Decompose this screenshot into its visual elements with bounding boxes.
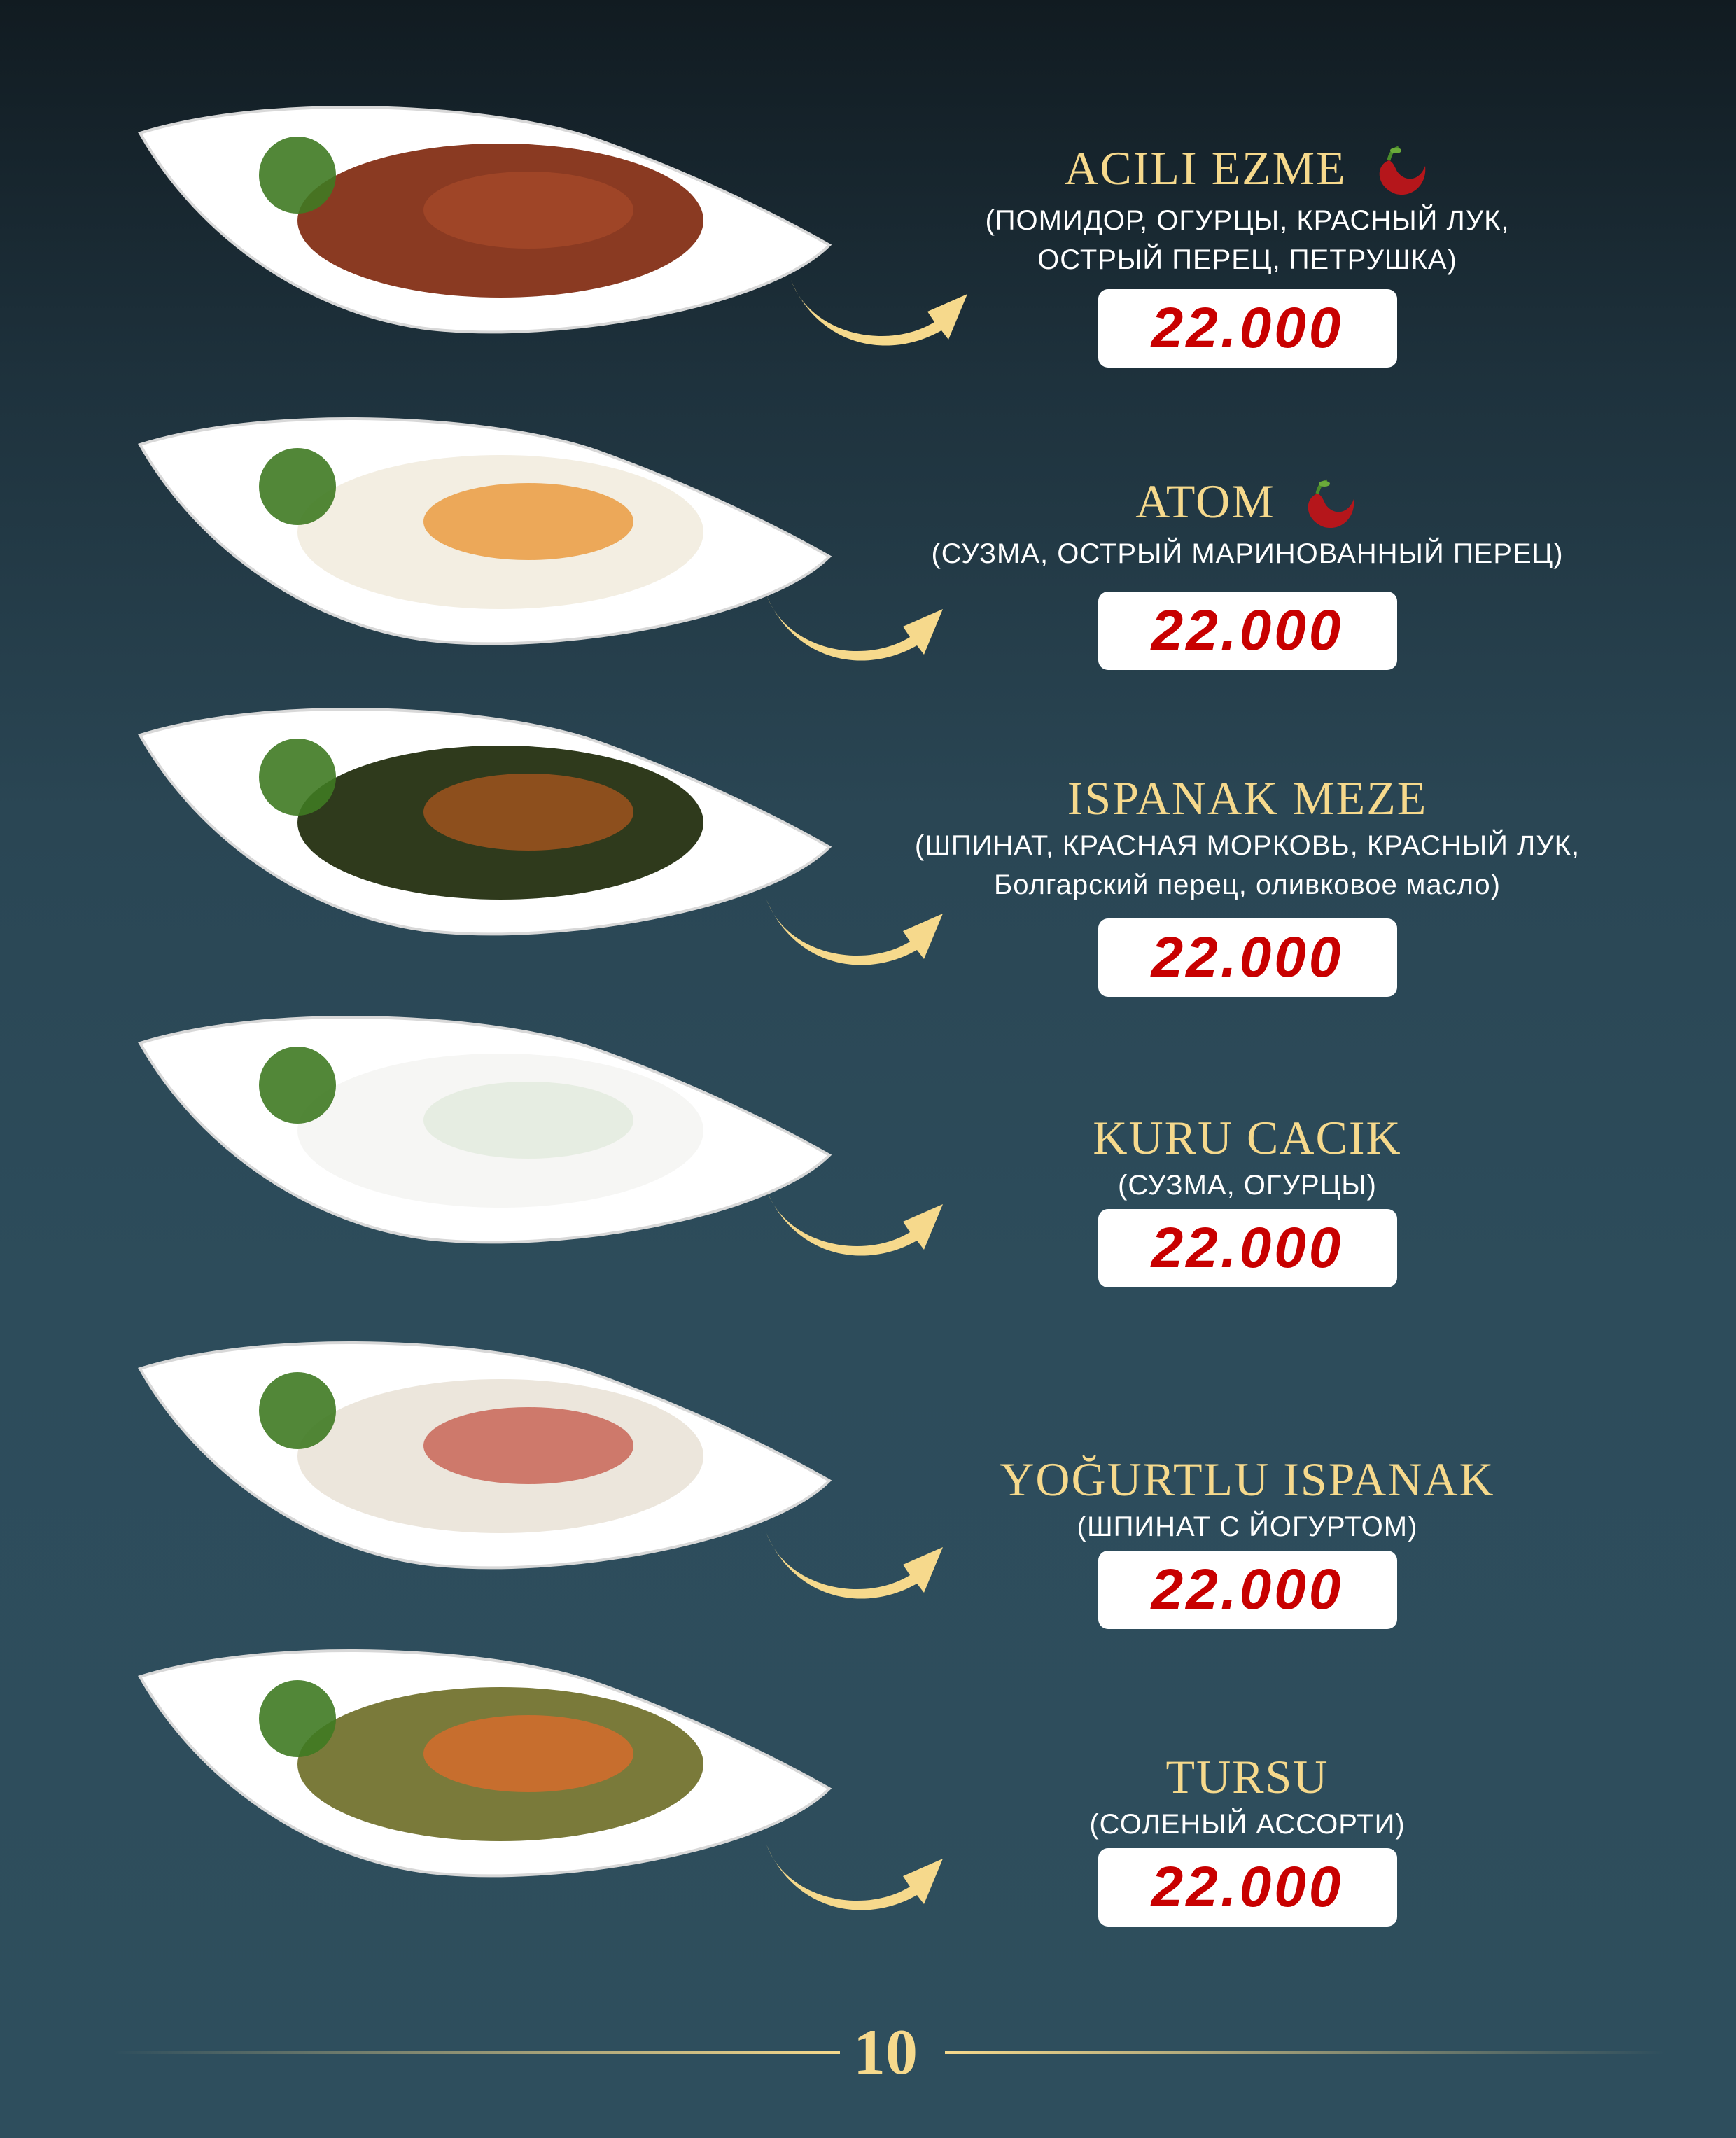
item-description: (ШПИНАТ, КРАСНАЯ МОРКОВЬ, КРАСНЫЙ ЛУК, xyxy=(914,830,1581,861)
chili-pepper-icon xyxy=(1361,145,1431,201)
price-tag: 22.000 xyxy=(1098,289,1397,368)
item-description: Болгарский перец, оливковое масло) xyxy=(994,869,1501,900)
price-tag: 22.000 xyxy=(1098,1848,1397,1927)
footer-divider-right xyxy=(945,2051,1666,2054)
curved-arrow-icon xyxy=(760,1838,948,1922)
item-description: (ПОМИДОР, ОГУРЦЫ, КРАСНЫЙ ЛУК, xyxy=(985,205,1510,237)
item-title: YOĞURTLU ISPANAK xyxy=(1000,1453,1495,1506)
menu-item-atom: ATOM (СУЗМА, ОСТРЫЙ МАРИНОВАННЫЙ ПЕРЕЦ) … xyxy=(897,473,1597,671)
curved-arrow-icon xyxy=(760,893,948,977)
item-description: ОСТРЫЙ ПЕРЕЦ, ПЕТРУШКА) xyxy=(1037,244,1457,276)
dish-photo xyxy=(136,1008,836,1246)
price-tag: 22.000 xyxy=(1098,1551,1397,1629)
chili-pepper-icon xyxy=(1289,478,1359,534)
item-title: TURSU xyxy=(1166,1750,1329,1803)
menu-item-ispanak-meze: ISPANAK MEZE (ШПИНАТ, КРАСНАЯ МОРКОВЬ, К… xyxy=(897,770,1597,997)
dish-photo xyxy=(136,410,836,648)
price-tag: 22.000 xyxy=(1098,592,1397,671)
dish-photo xyxy=(136,98,836,336)
item-title: ACILI EZME xyxy=(897,140,1597,201)
item-title: ATOM xyxy=(897,473,1597,534)
footer-divider-left xyxy=(112,2051,840,2054)
menu-item-acili-ezme: ACILI EZME (ПОМИДОР, ОГУРЦЫ, КРАСНЫЙ ЛУК… xyxy=(897,140,1597,368)
curved-arrow-icon xyxy=(760,588,948,672)
menu-item-tursu: TURSU (СОЛЕНЫЙ АССОРТИ) 22.000 xyxy=(897,1749,1597,1927)
dish-photo xyxy=(136,1642,836,1880)
item-description: (СОЛЕНЫЙ АССОРТИ) xyxy=(1089,1809,1406,1840)
dish-photo xyxy=(136,1334,836,1572)
price-tag: 22.000 xyxy=(1098,918,1397,997)
item-description: (ШПИНАТ С ЙОГУРТОМ) xyxy=(1077,1511,1418,1542)
menu-item-yogurtlu-ispanak: YOĞURTLU ISPANAK (ШПИНАТ С ЙОГУРТОМ) 22.… xyxy=(897,1451,1597,1629)
item-description: (СУЗМА, ОСТРЫЙ МАРИНОВАННЫЙ ПЕРЕЦ) xyxy=(931,538,1564,570)
curved-arrow-icon xyxy=(784,273,973,357)
item-title: KURU CACIK xyxy=(1093,1111,1402,1164)
price-tag: 22.000 xyxy=(1098,1209,1397,1287)
page-number: 10 xyxy=(853,2016,918,2088)
curved-arrow-icon xyxy=(760,1526,948,1610)
curved-arrow-icon xyxy=(760,1183,948,1267)
item-title: ISPANAK MEZE xyxy=(1067,771,1428,825)
menu-item-kuru-cacik: KURU CACIK (СУЗМА, ОГУРЦЫ) 22.000 xyxy=(897,1110,1597,1287)
dish-photo xyxy=(136,700,836,938)
item-description: (СУЗМА, ОГУРЦЫ) xyxy=(1118,1170,1377,1201)
